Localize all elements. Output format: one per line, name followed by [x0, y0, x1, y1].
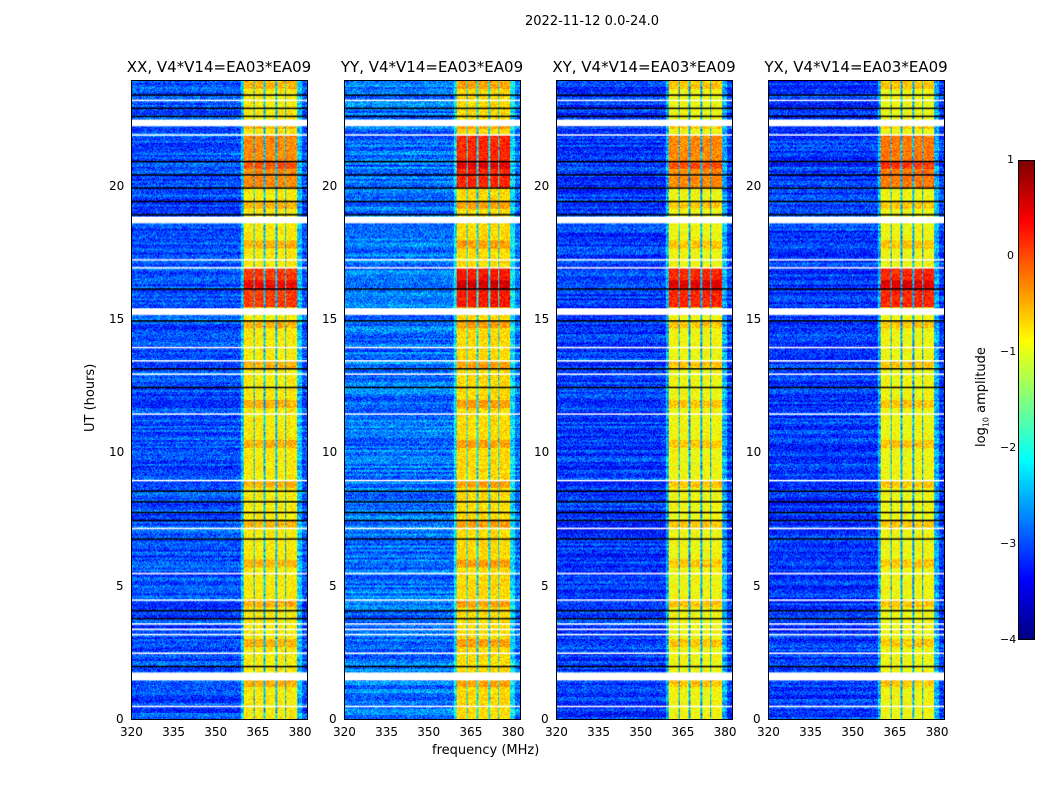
x-tick-label: 335	[799, 725, 823, 739]
panel-title: XY, V4*V14=EA03*EA09	[552, 58, 736, 76]
x-tick-label: 350	[204, 725, 228, 739]
x-tick-label: 365	[883, 725, 907, 739]
x-tick-label: 365	[246, 725, 270, 739]
x-tick-label: 380	[713, 725, 737, 739]
x-tick-label: 350	[629, 725, 653, 739]
x-axis-label: frequency (MHz)	[432, 743, 540, 758]
colorbar-tick-label: 0	[1007, 249, 1014, 262]
colorbar-tick-label: −4	[1000, 633, 1017, 646]
y-tick-label: 0	[329, 712, 337, 726]
heatmap-image	[557, 81, 732, 719]
y-tick-label: 15	[746, 312, 762, 326]
y-tick-label: 5	[753, 578, 761, 593]
colorbar-tick-label: −3	[1000, 537, 1017, 550]
y-tick-label: 15	[322, 312, 338, 326]
x-tick-label: 335	[375, 725, 399, 739]
colorbar	[1018, 160, 1035, 640]
x-tick-label: 320	[333, 725, 356, 739]
y-tick-label: 20	[322, 178, 338, 193]
colorbar-tick-label: −2	[1000, 441, 1017, 454]
x-tick-label: 365	[671, 725, 695, 739]
y-tick-label: 15	[534, 312, 550, 326]
y-axis-label: UT (hours)	[83, 363, 98, 432]
colorbar-tick-label: 1	[1007, 153, 1014, 166]
heatmap-image	[345, 81, 520, 719]
heatmap-panel-3	[768, 80, 945, 720]
y-tick-label: 20	[534, 178, 550, 193]
heatmap-panel-2	[556, 80, 733, 720]
y-tick-label: 5	[541, 578, 549, 593]
x-tick-label: 320	[120, 725, 143, 739]
y-tick-label: 10	[322, 445, 338, 460]
colorbar-label: log10 amplitude	[974, 347, 991, 447]
y-tick-label: 0	[116, 712, 124, 726]
y-tick-label: 5	[116, 578, 124, 593]
y-tick-label: 0	[753, 712, 761, 726]
y-tick-label: 10	[109, 445, 125, 460]
figure-suptitle: 2022-11-12 0.0-24.0	[525, 14, 659, 29]
x-tick-label: 350	[417, 725, 441, 739]
x-tick-label: 320	[545, 725, 568, 739]
y-tick-label: 10	[534, 445, 550, 460]
y-tick-label: 15	[109, 312, 125, 326]
x-tick-label: 320	[757, 725, 780, 739]
y-tick-label: 0	[541, 712, 549, 726]
panel-title: YY, V4*V14=EA03*EA09	[340, 58, 524, 76]
x-tick-label: 335	[587, 725, 611, 739]
colorbar-tick-label: −1	[1000, 345, 1017, 358]
heatmap-panel-1	[344, 80, 521, 720]
panel-title: XX, V4*V14=EA03*EA09	[126, 58, 312, 76]
x-tick-label: 350	[841, 725, 865, 739]
x-tick-label: 365	[459, 725, 483, 739]
x-tick-label: 380	[501, 725, 525, 739]
y-tick-label: 5	[329, 578, 337, 593]
heatmap-image	[132, 81, 307, 719]
heatmap-image	[769, 81, 944, 719]
y-tick-label: 20	[746, 178, 762, 193]
x-tick-label: 380	[925, 725, 949, 739]
y-tick-label: 20	[109, 178, 125, 193]
y-tick-label: 10	[746, 445, 762, 460]
x-tick-label: 380	[288, 725, 312, 739]
panel-title: YX, V4*V14=EA03*EA09	[764, 58, 948, 76]
heatmap-panel-0	[131, 80, 308, 720]
x-tick-label: 335	[162, 725, 186, 739]
